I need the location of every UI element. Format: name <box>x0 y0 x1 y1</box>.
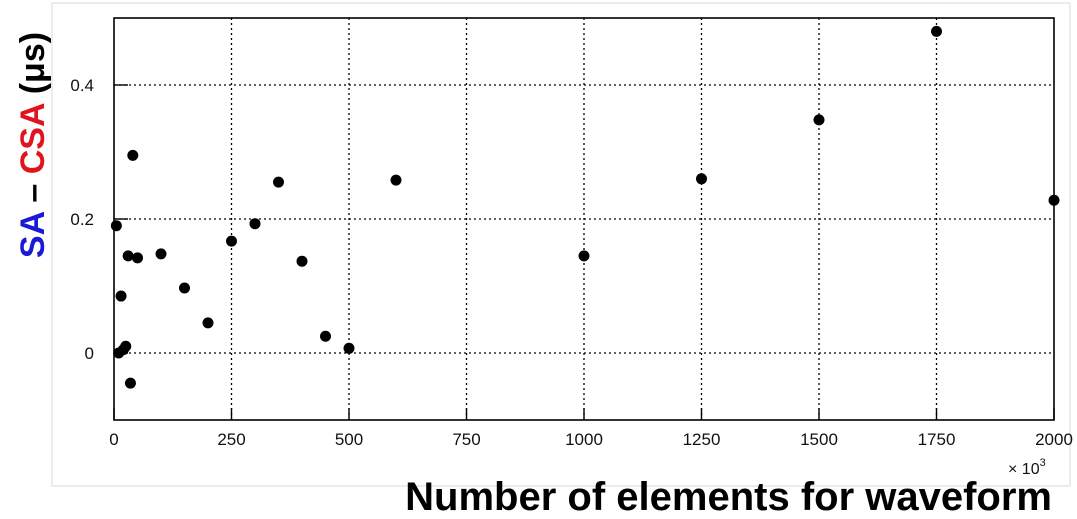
grid-lines <box>114 18 1054 420</box>
data-point <box>931 25 942 37</box>
data-point <box>124 377 136 389</box>
y-axis-label-part: (μs) <box>14 32 52 104</box>
data-point <box>249 218 261 230</box>
y-axis-label-part: – <box>14 174 52 212</box>
axis-ticks: 0 250 500 750 1000 1250 1500 1750 2000 0 0.2 0.4 <box>70 76 1073 449</box>
data-point <box>578 250 590 262</box>
data-point <box>179 282 190 294</box>
data-point <box>202 317 214 329</box>
data-point <box>1048 194 1060 206</box>
x-tick-label: 0 <box>109 430 118 449</box>
y-axis-label: SA – CSA (μs) <box>14 32 52 258</box>
x-tick-label: 2000 <box>1035 430 1073 449</box>
data-points <box>110 25 1060 389</box>
data-point <box>320 330 331 342</box>
data-point <box>132 252 143 264</box>
x-tick-label: 1750 <box>918 430 956 449</box>
x-tick-label: 250 <box>217 430 245 449</box>
y-axis-label-part: CSA <box>14 103 52 174</box>
y-tick-label: 0.4 <box>70 76 94 95</box>
data-point <box>155 248 167 260</box>
data-point <box>226 235 237 247</box>
figure-frame <box>51 2 1071 487</box>
x-tick-label: 750 <box>452 430 480 449</box>
x-tick-label: 1000 <box>565 430 603 449</box>
x-tick-label: 1250 <box>683 430 721 449</box>
data-point <box>696 173 707 185</box>
data-point <box>120 340 132 352</box>
x-multiplier-label: × 103 <box>1008 457 1046 478</box>
x-tick-label: 1500 <box>800 430 838 449</box>
data-point <box>110 220 122 232</box>
y-tick-label: 0.2 <box>70 210 94 229</box>
data-point <box>122 250 134 262</box>
x-tick-label: 500 <box>335 430 363 449</box>
data-point <box>813 114 825 126</box>
data-point <box>273 176 284 188</box>
data-point <box>127 149 139 161</box>
data-point <box>115 290 127 302</box>
y-axis-label-part: SA <box>14 211 52 258</box>
x-axis-label: Number of elements for waveform <box>405 475 1052 519</box>
data-point <box>296 255 308 267</box>
y-tick-label: 0 <box>85 344 94 363</box>
data-point <box>390 174 402 186</box>
data-point <box>343 342 355 354</box>
